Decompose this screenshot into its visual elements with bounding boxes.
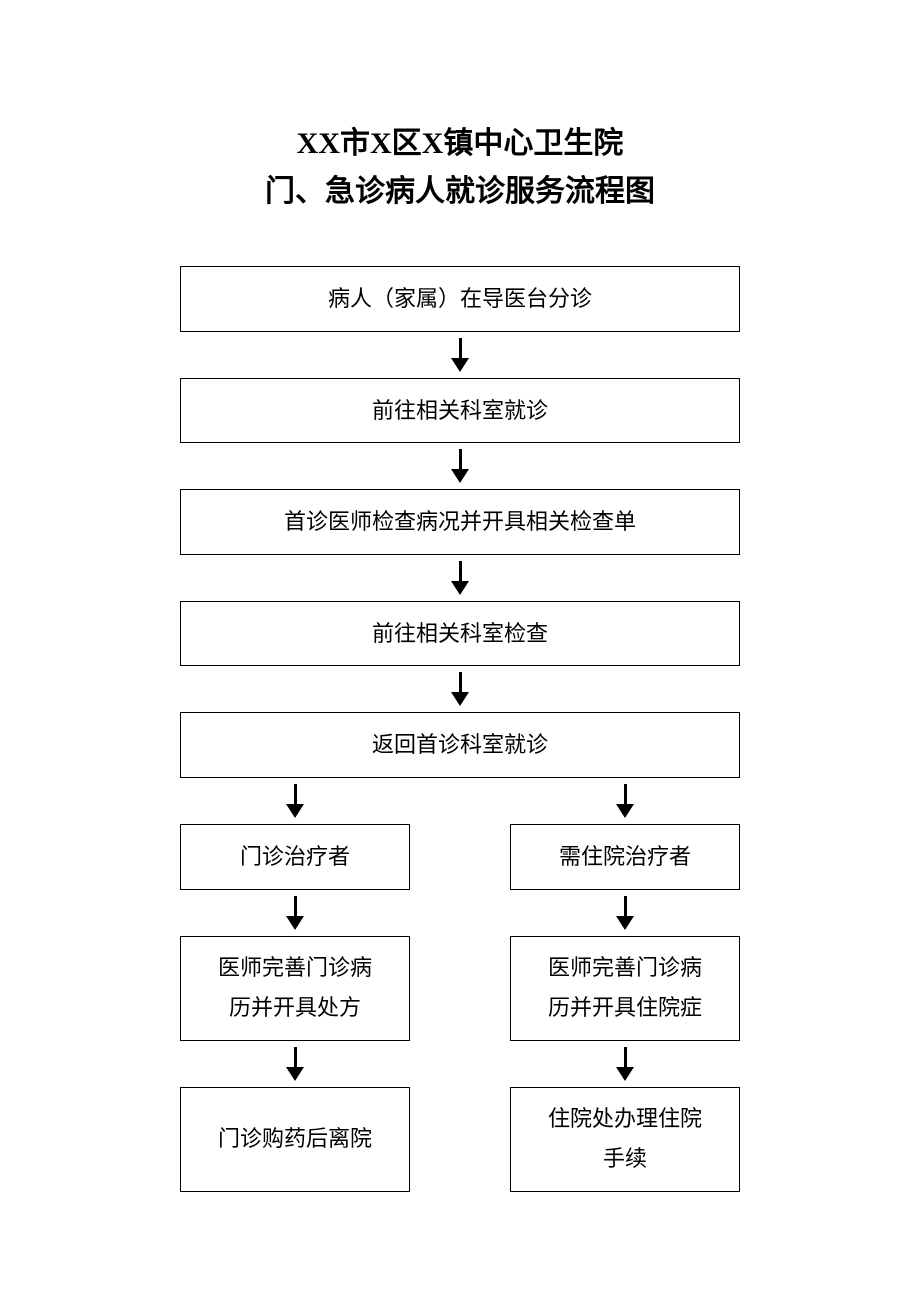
arrow-down-icon [451, 672, 469, 706]
node-return-dept: 返回首诊科室就诊 [180, 712, 740, 778]
node-inpatient: 需住院治疗者 [510, 824, 740, 890]
branch-inpatient: 需住院治疗者 医师完善门诊病 历并开具住院症 住院处办理住院 手续 [510, 778, 740, 1192]
node-label: 首诊医师检查病况并开具相关检查单 [284, 509, 636, 534]
node-label: 需住院治疗者 [559, 844, 691, 869]
node-label-line1: 住院处办理住院 [531, 1099, 719, 1139]
arrow-down-icon [451, 561, 469, 595]
branches-container: 门诊治疗者 医师完善门诊病 历并开具处方 门诊购药后离院 [180, 778, 740, 1192]
arrow-down-icon [286, 1047, 304, 1081]
arrow-down-icon [286, 784, 304, 818]
node-label: 门诊治疗者 [240, 844, 350, 869]
node-label-line2: 历并开具住院症 [531, 988, 719, 1028]
node-label: 病人（家属）在导医台分诊 [328, 286, 592, 311]
node-admission-procedure: 住院处办理住院 手续 [510, 1087, 740, 1192]
node-label: 前往相关科室检查 [372, 621, 548, 646]
node-label-line1: 医师完善门诊病 [201, 948, 389, 988]
node-pharmacy-leave: 门诊购药后离院 [180, 1087, 410, 1192]
flowchart: 病人（家属）在导医台分诊 前往相关科室就诊 首诊医师检查病况并开具相关检查单 前… [0, 266, 920, 1192]
node-label-line1: 医师完善门诊病 [531, 948, 719, 988]
title-line-2: 门、急诊病人就诊服务流程图 [0, 168, 920, 216]
arrow-down-icon [616, 896, 634, 930]
arrow-down-icon [286, 896, 304, 930]
node-label: 门诊购药后离院 [201, 1119, 389, 1159]
title-container: XX市X区X镇中心卫生院 门、急诊病人就诊服务流程图 [0, 120, 920, 216]
node-visit-dept: 前往相关科室就诊 [180, 378, 740, 444]
node-dept-exam: 前往相关科室检查 [180, 601, 740, 667]
node-label-line2: 历并开具处方 [201, 988, 389, 1028]
arrow-down-icon [616, 1047, 634, 1081]
node-triage: 病人（家属）在导医台分诊 [180, 266, 740, 332]
node-outpatient-prescription: 医师完善门诊病 历并开具处方 [180, 936, 410, 1041]
node-outpatient: 门诊治疗者 [180, 824, 410, 890]
node-label-line2: 手续 [531, 1139, 719, 1179]
node-initial-exam: 首诊医师检查病况并开具相关检查单 [180, 489, 740, 555]
arrow-down-icon [616, 784, 634, 818]
arrow-down-icon [451, 449, 469, 483]
node-label: 前往相关科室就诊 [372, 398, 548, 423]
branch-outpatient: 门诊治疗者 医师完善门诊病 历并开具处方 门诊购药后离院 [180, 778, 410, 1192]
arrow-down-icon [451, 338, 469, 372]
node-inpatient-admission: 医师完善门诊病 历并开具住院症 [510, 936, 740, 1041]
node-label: 返回首诊科室就诊 [372, 732, 548, 757]
title-line-1: XX市X区X镇中心卫生院 [0, 120, 920, 168]
